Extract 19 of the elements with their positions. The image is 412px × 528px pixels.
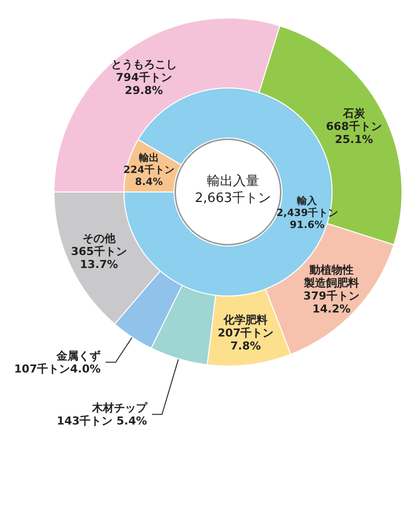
data-label: 143千トン 5.4% xyxy=(56,414,148,428)
text: 2,663千トン xyxy=(194,191,272,206)
data-label: 794千トン 29.8% xyxy=(116,71,172,98)
data-label: 107千トン4.0% xyxy=(14,362,101,376)
data-label: 668千トン 25.1% xyxy=(326,120,382,146)
slice-label: 木材チップ xyxy=(91,401,148,414)
slice-label: その他 xyxy=(82,232,116,245)
data-label: 365千トン 13.7% xyxy=(70,244,127,271)
data-label: 379千トン 14.2% xyxy=(303,289,360,316)
slice-label: 動植物性製造飼肥料 xyxy=(302,263,359,290)
slice-label: 輸出 xyxy=(138,152,159,164)
slice-label: 石炭 xyxy=(342,106,366,120)
data-label: 207千トン 7.8% xyxy=(218,326,274,352)
text: 輸出入量 xyxy=(207,174,259,189)
data-label: 224千トン 8.4% xyxy=(123,164,174,188)
slice-label: 輸入 xyxy=(296,194,318,207)
slice-label: 化学肥料 xyxy=(222,313,268,326)
slice-label: とうもろこし xyxy=(110,58,177,72)
slice-label: 金属くず xyxy=(56,349,101,362)
